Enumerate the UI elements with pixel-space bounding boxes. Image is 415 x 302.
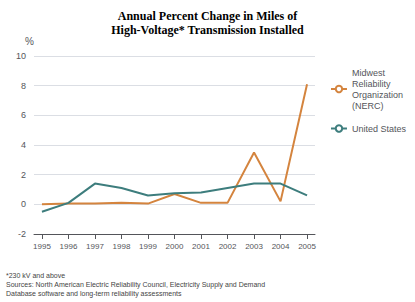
svg-text:%: % <box>25 36 34 47</box>
svg-text:*230 kV and above: *230 kV and above <box>6 272 65 279</box>
svg-text:1996: 1996 <box>60 242 78 251</box>
svg-text:2002: 2002 <box>219 242 237 251</box>
svg-text:0: 0 <box>21 199 26 209</box>
svg-text:High-Voltage* Transmission Ins: High-Voltage* Transmission Installed <box>111 23 304 37</box>
svg-text:United States: United States <box>352 124 407 134</box>
svg-text:Database software and long-ter: Database software and long-term reliabil… <box>6 290 182 298</box>
svg-text:1998: 1998 <box>113 242 131 251</box>
svg-text:1999: 1999 <box>139 242 157 251</box>
svg-text:2003: 2003 <box>245 242 263 251</box>
svg-text:2: 2 <box>21 170 26 180</box>
svg-text:Annual Percent Change in Miles: Annual Percent Change in Miles of <box>118 9 298 23</box>
svg-text:(NERC): (NERC) <box>352 101 384 111</box>
svg-text:4: 4 <box>21 140 26 150</box>
svg-text:2004: 2004 <box>272 242 290 251</box>
svg-text:2001: 2001 <box>192 242 210 251</box>
svg-text:10: 10 <box>16 51 26 61</box>
svg-text:Reliability: Reliability <box>352 79 391 89</box>
svg-text:1995: 1995 <box>33 242 51 251</box>
svg-text:8: 8 <box>21 81 26 91</box>
svg-text:6: 6 <box>21 110 26 120</box>
svg-text:1997: 1997 <box>86 242 104 251</box>
svg-text:2005: 2005 <box>298 242 316 251</box>
svg-text:Midwest: Midwest <box>352 68 386 78</box>
svg-text:Sources: North American Electr: Sources: North American Electric Reliabi… <box>6 281 265 289</box>
svg-text:Organization: Organization <box>352 90 403 100</box>
svg-text:2000: 2000 <box>166 242 184 251</box>
svg-text:-2: -2 <box>18 229 26 239</box>
